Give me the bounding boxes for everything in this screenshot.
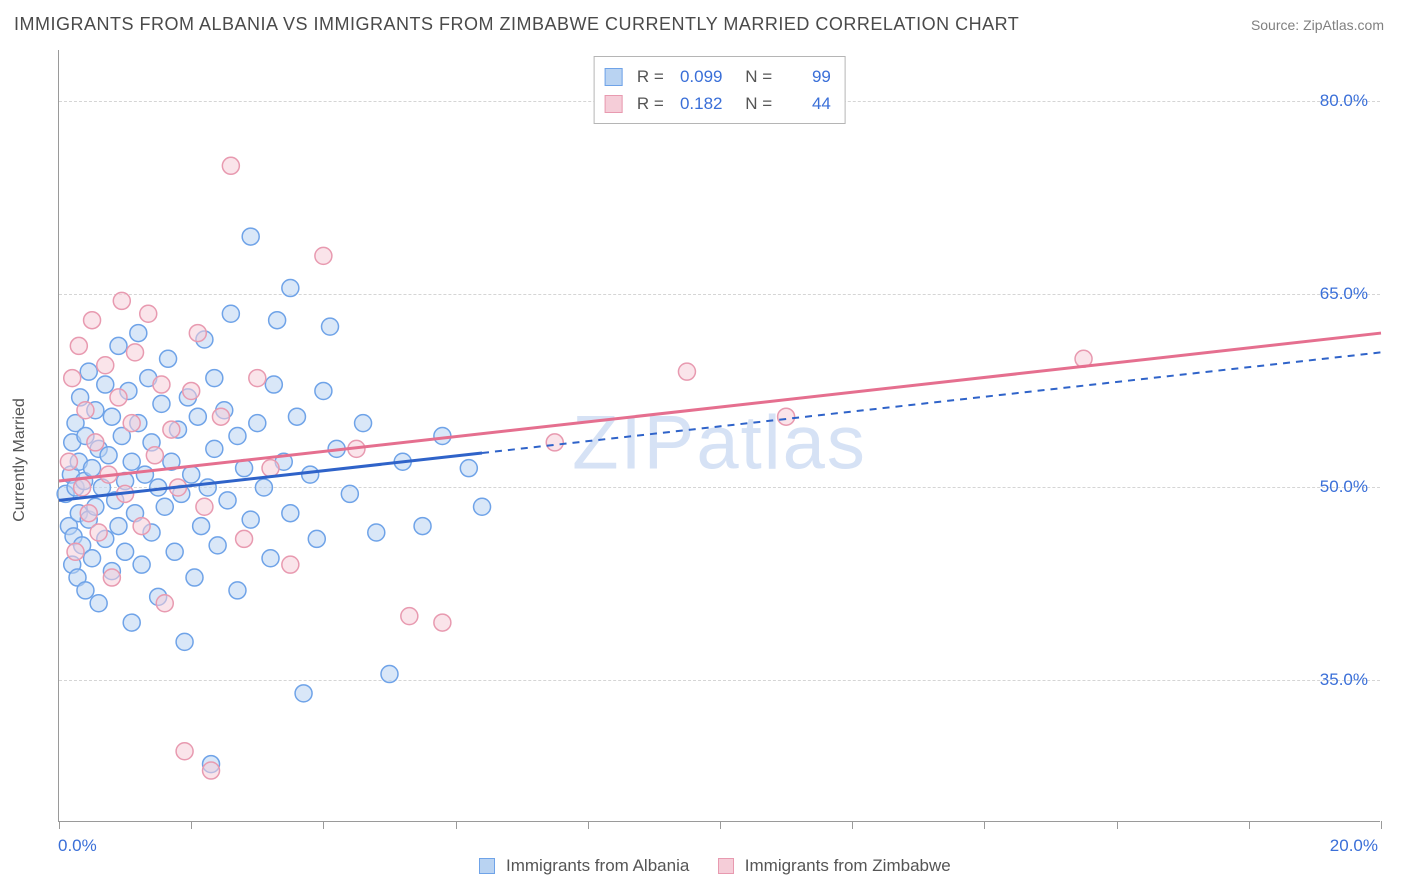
legend-label-albania: Immigrants from Albania — [506, 856, 689, 875]
x-tick — [588, 821, 589, 829]
legend-swatch-albania-icon — [479, 858, 495, 874]
trend-line-dashed-albania — [482, 352, 1381, 453]
y-axis-label: Currently Married — [11, 398, 29, 522]
x-tick — [59, 821, 60, 829]
chart-title: IMMIGRANTS FROM ALBANIA VS IMMIGRANTS FR… — [14, 14, 1019, 35]
legend-swatch-zimbabwe — [604, 95, 622, 113]
x-tick — [456, 821, 457, 829]
x-tick — [984, 821, 985, 829]
series-legend: Immigrants from Albania Immigrants from … — [14, 856, 1392, 876]
source-attribution: Source: ZipAtlas.com — [1251, 17, 1384, 33]
n-value-zimbabwe: 44 — [777, 90, 831, 117]
x-tick — [1381, 821, 1382, 829]
plot-area: ZIPatlas R = 0.099 N = 99 R = 0.182 N = … — [58, 50, 1380, 822]
legend-swatch-albania — [604, 68, 622, 86]
x-tick — [323, 821, 324, 829]
x-tick — [191, 821, 192, 829]
r-value-zimbabwe: 0.182 — [668, 90, 722, 117]
legend-row-zimbabwe: R = 0.182 N = 44 — [604, 90, 831, 117]
x-axis-min-label: 0.0% — [58, 836, 97, 856]
legend-label-zimbabwe: Immigrants from Zimbabwe — [745, 856, 951, 875]
r-value-albania: 0.099 — [668, 63, 722, 90]
trend-line-albania — [59, 453, 482, 500]
x-tick — [720, 821, 721, 829]
n-value-albania: 99 — [777, 63, 831, 90]
legend-swatch-zimbabwe-icon — [718, 858, 734, 874]
x-tick — [852, 821, 853, 829]
correlation-legend: R = 0.099 N = 99 R = 0.182 N = 44 — [593, 56, 846, 124]
x-tick — [1117, 821, 1118, 829]
x-tick — [1249, 821, 1250, 829]
trend-lines-layer — [59, 50, 1380, 821]
trend-line-zimbabwe — [59, 333, 1381, 481]
x-axis-max-label: 20.0% — [1330, 836, 1378, 856]
legend-row-albania: R = 0.099 N = 99 — [604, 63, 831, 90]
correlation-chart: Currently Married ZIPatlas R = 0.099 N =… — [14, 46, 1392, 874]
